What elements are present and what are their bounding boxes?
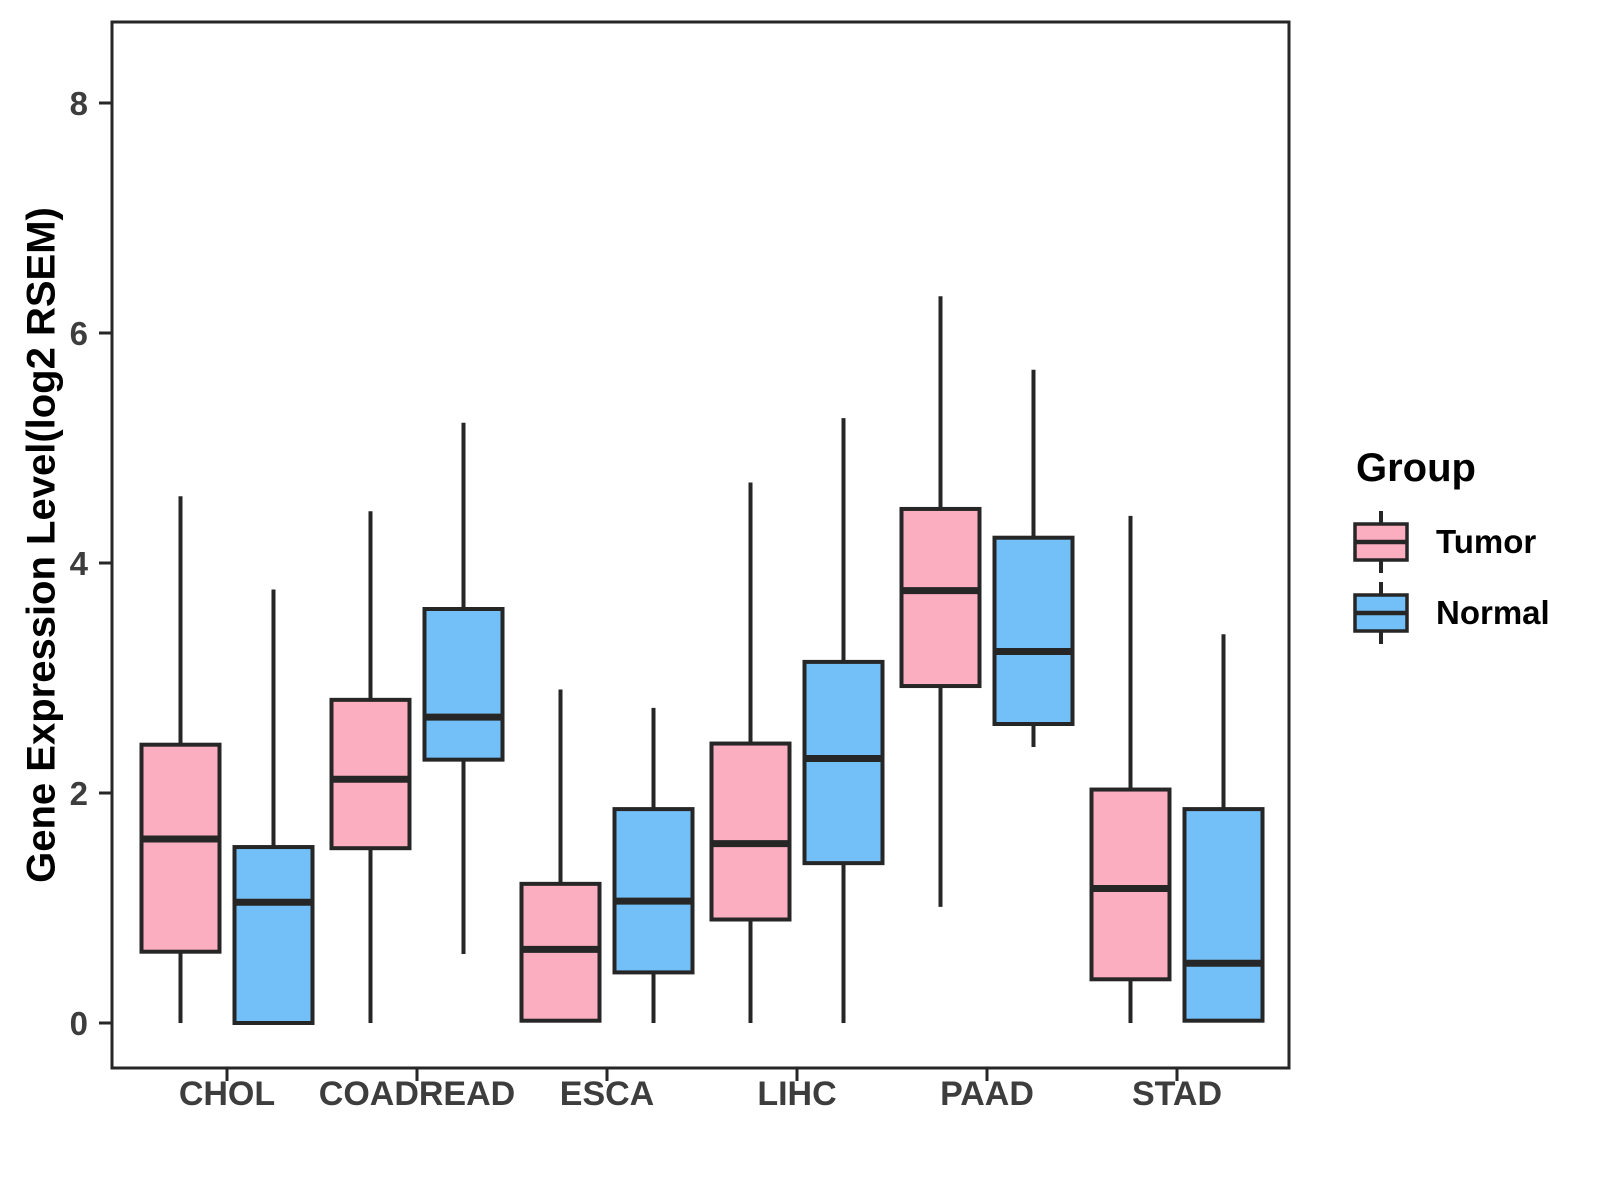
boxplot-STAD-Normal [1182, 634, 1265, 1023]
iqr-box [329, 697, 412, 851]
boxplot-LIHC-Tumor [709, 482, 792, 1023]
legend-label-tumor: Tumor [1436, 522, 1537, 560]
boxplot-ESCA-Normal [612, 707, 695, 1023]
iqr-box [1089, 787, 1172, 982]
x-axis-tick-label: PAAD [940, 1075, 1034, 1113]
boxplot-PAAD-Tumor [899, 296, 982, 907]
x-axis-tick-label: ESCA [560, 1075, 654, 1113]
boxplot-CHOL-Normal [232, 589, 315, 1025]
iqr-box [992, 535, 1075, 727]
y-axis-tick-label: 0 [70, 1005, 88, 1042]
iqr-box [612, 807, 695, 975]
iqr-box [899, 506, 982, 689]
tumor-boxplot-glyph-icon [1353, 510, 1409, 573]
y-axis-tick-label: 8 [70, 85, 88, 122]
boxplot-PAAD-Normal [992, 369, 1075, 747]
y-axis-tick-label: 4 [70, 545, 89, 582]
legend: Group Tumor Normal [1352, 446, 1550, 648]
iqr-box [802, 659, 885, 866]
y-axis-tick-label: 6 [70, 315, 88, 352]
boxplot-STAD-Tumor [1089, 515, 1172, 1023]
iqr-box [232, 845, 315, 1025]
x-axis-tick-label: LIHC [757, 1075, 836, 1113]
iqr-box [139, 742, 222, 954]
y-axis-tick-label: 2 [70, 775, 88, 812]
iqr-box [709, 741, 792, 922]
iqr-box [422, 607, 505, 762]
boxplot-COADREAD-Tumor [329, 511, 412, 1023]
boxplot-LIHC-Normal [802, 418, 885, 1023]
iqr-box [1182, 807, 1265, 1023]
x-axis-tick-label: CHOL [179, 1075, 275, 1113]
boxplot-ESCA-Tumor [519, 689, 602, 1023]
boxplot-COADREAD-Normal [422, 422, 505, 954]
legend-title: Group [1356, 446, 1476, 490]
legend-entry-tumor: Tumor [1352, 506, 1550, 577]
normal-boxplot-glyph-icon [1353, 581, 1409, 644]
boxplot-CHOL-Tumor [139, 496, 222, 1023]
legend-entry-normal: Normal [1352, 577, 1550, 648]
y-axis-title: Gene Expression Level(log2 RSEM) [19, 207, 64, 883]
x-axis-tick-label: STAD [1132, 1075, 1222, 1113]
x-axis-tick-label: COADREAD [319, 1075, 515, 1113]
legend-label-normal: Normal [1436, 593, 1550, 631]
